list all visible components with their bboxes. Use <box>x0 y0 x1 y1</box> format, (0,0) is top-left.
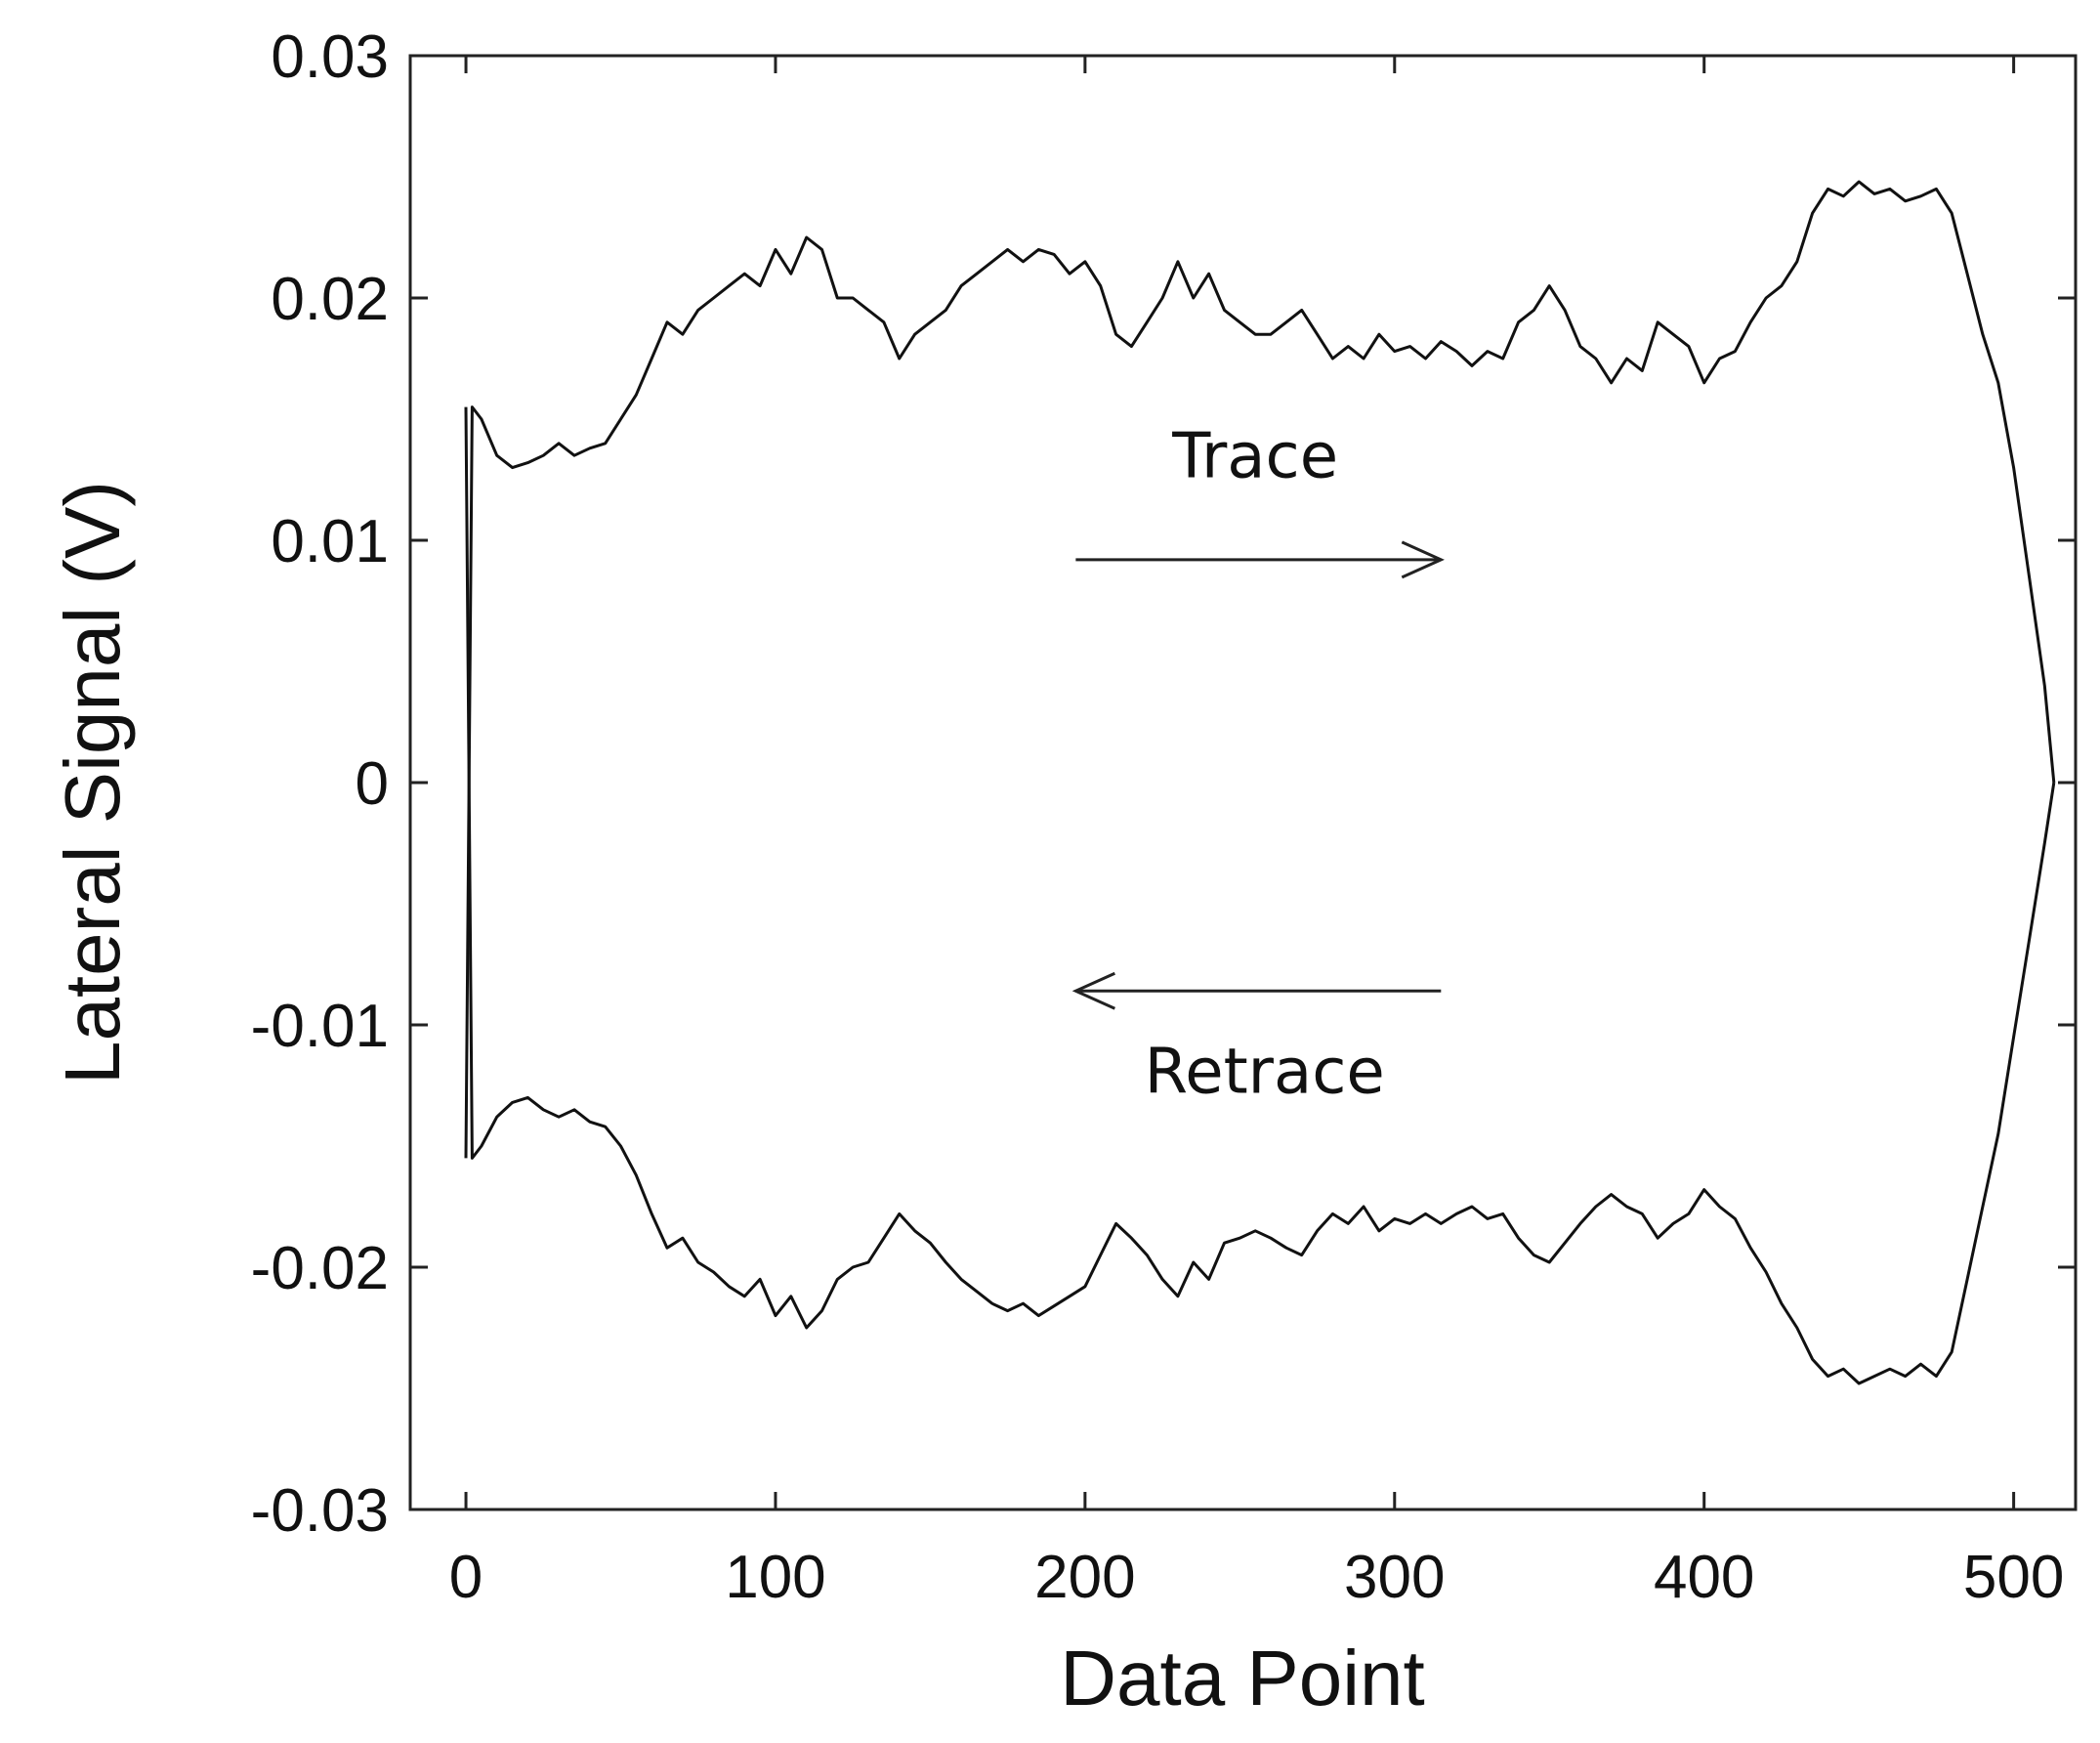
y-axis-title: Lateral Signal (V) <box>49 481 136 1084</box>
y-tick-label: 0.02 <box>271 266 389 333</box>
y-tick-label: -0.03 <box>251 1477 389 1545</box>
plot-frame <box>408 54 2078 1511</box>
trace-label: Trace <box>1171 421 1338 493</box>
x-tick-label: 400 <box>1654 1544 1754 1611</box>
arrow-head <box>1401 540 1445 579</box>
x-tick-label: 300 <box>1344 1544 1445 1611</box>
axis-ticks: 0 100 200 300 400 500 0.03 0.02 0.01 0 -0.01 -0.02 -… <box>251 23 2076 1611</box>
x-axis-title: Data Point <box>1060 1635 1425 1722</box>
y-tick-label: 0.01 <box>271 508 389 575</box>
x-tick-label: 0 <box>449 1544 483 1611</box>
y-tick-label: 0.03 <box>271 23 389 91</box>
x-tick-label: 100 <box>725 1544 825 1611</box>
trace-line <box>464 180 2056 1159</box>
y-tick-label: 0 <box>356 750 389 818</box>
arrow-head <box>1071 971 1115 1010</box>
retrace-label: Retrace <box>1145 1036 1385 1108</box>
retrace-line <box>464 406 2056 1385</box>
y-tick-label: -0.02 <box>251 1235 389 1302</box>
x-tick-label: 500 <box>1963 1544 2064 1611</box>
x-tick-label: 200 <box>1034 1544 1135 1611</box>
y-tick-label: -0.01 <box>251 993 389 1060</box>
annotations: Trace Retrace <box>1071 421 1445 1108</box>
data-series <box>464 180 2056 1385</box>
